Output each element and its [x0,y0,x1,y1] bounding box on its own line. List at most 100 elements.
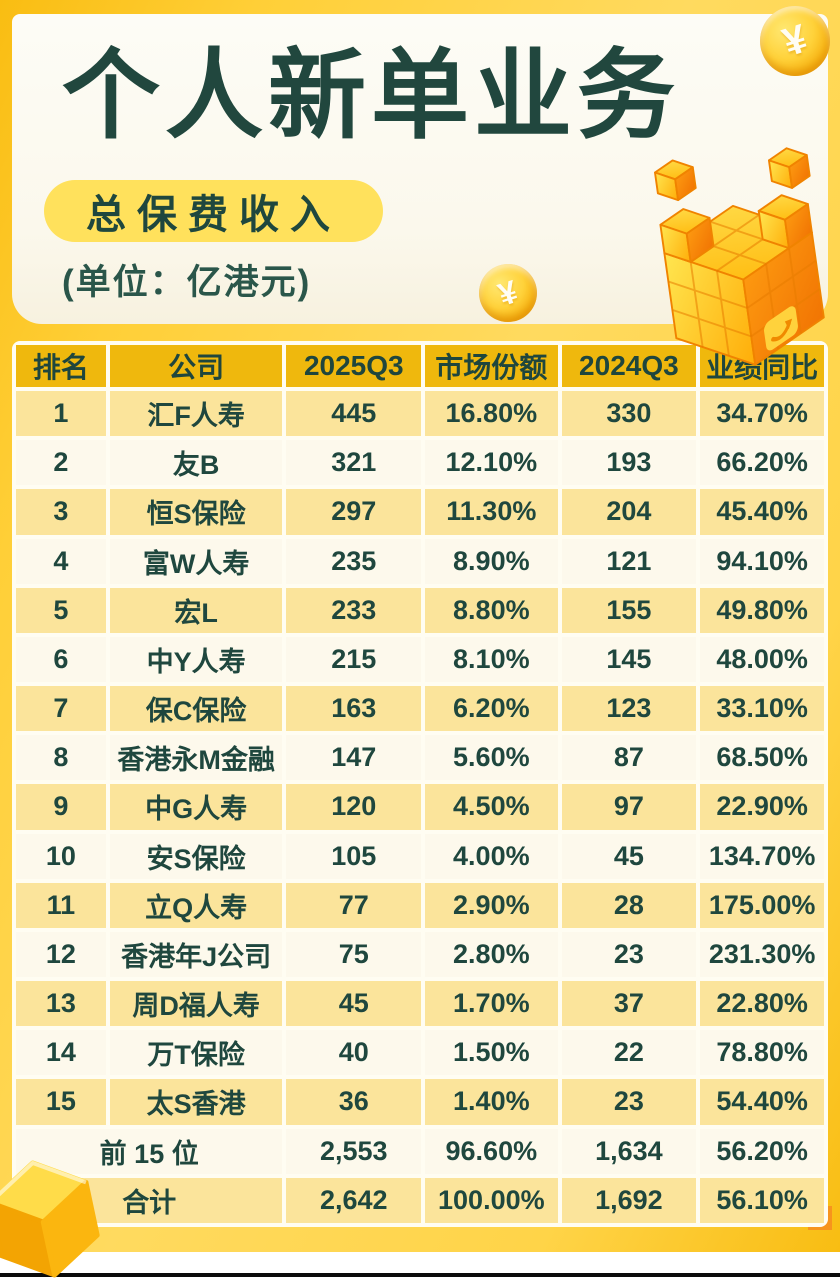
table-cell: 7 [16,686,106,732]
summary-row: 合计 2,642 100.00% 1,692 56.10% [16,1177,824,1223]
table-cell: 204 [561,489,697,535]
summary-row: 前 15 位 2,553 96.60% 1,634 56.20% [16,1128,824,1174]
table-cell: 100.00% [425,1177,558,1223]
table-cell: 45.40% [700,489,824,535]
table-cell: 56.10% [700,1177,824,1223]
table-cell: 175.00% [700,882,824,928]
table-cell: 汇F人寿 [109,391,283,437]
column-header-share: 市场份额 [425,345,558,387]
subtitle-badge-label: 总保费收入 [86,193,341,237]
table-cell: 2.90% [425,882,558,928]
table-row: 5 宏L 233 8.80% 155 49.80% [16,587,824,633]
table-row: 4 富W人寿 235 8.90% 121 94.10% [16,538,824,584]
table-cell: 1,692 [561,1177,697,1223]
table-cell: 4.00% [425,833,558,879]
table-row: 10 安S保险 105 4.00% 45 134.70% [16,833,824,879]
table-cell: 1.40% [425,1079,558,1125]
table-cell: 10 [16,833,106,879]
table-cell: 安S保险 [109,833,283,879]
table-cell: 22.90% [700,784,824,830]
table-cell: 66.20% [700,440,824,486]
yen-symbol: ¥ [493,272,522,313]
table-cell: 48.00% [700,636,824,683]
table-row: 13 周D福人寿 45 1.70% 37 22.80% [16,981,824,1027]
table-cell: 22.80% [700,981,824,1027]
table-cell: 中G人寿 [109,784,283,830]
table-cell: 中Y人寿 [109,636,283,683]
table-cell: 78.80% [700,1030,824,1076]
table-cell: 36 [286,1079,422,1125]
table-cell: 1,634 [561,1128,697,1174]
table-cell: 33.10% [700,686,824,732]
table-row: 12 香港年J公司 75 2.80% 23 231.30% [16,931,824,978]
table-cell: 友B [109,440,283,486]
table-cell: 120 [286,784,422,830]
table-cell: 163 [286,686,422,732]
table-cell: 94.10% [700,538,824,584]
premium-table: 排名 公司 2025Q3 市场份额 2024Q3 业绩同比 1 汇F人寿 445 16… [12,341,828,1227]
table-cell: 233 [286,587,422,633]
table-cell: 145 [561,636,697,683]
table-cell: 1 [16,391,106,437]
table-cell: 2,553 [286,1128,422,1174]
table-cell: 8 [16,735,106,781]
table-cell: 1.50% [425,1030,558,1076]
table-row: 14 万T保险 40 1.50% 22 78.80% [16,1030,824,1076]
table-row: 3 恒S保险 297 11.30% 204 45.40% [16,489,824,535]
table-row: 9 中G人寿 120 4.50% 97 22.90% [16,784,824,830]
table-cell: 68.50% [700,735,824,781]
table-cell: 75 [286,931,422,978]
table-cell: 105 [286,833,422,879]
table-cell: 155 [561,587,697,633]
table-row: 1 汇F人寿 445 16.80% 330 34.70% [16,391,824,437]
table-cell: 6.20% [425,686,558,732]
table-cell: 保C保险 [109,686,283,732]
table-cell: 215 [286,636,422,683]
table-cell: 40 [286,1030,422,1076]
table-row: 7 保C保险 163 6.20% 123 33.10% [16,686,824,732]
table-cell: 87 [561,735,697,781]
table-cell: 2,642 [286,1177,422,1223]
table-cell: 4 [16,538,106,584]
page-title: 个人新单业务 [62,40,681,150]
table-cell: 万T保险 [109,1030,283,1076]
table-cell: 8.10% [425,636,558,683]
cube-cluster-icon [654,147,825,366]
table-cell: 宏L [109,587,283,633]
table-cell: 14 [16,1030,106,1076]
column-header-company: 公司 [109,345,283,387]
table-cell: 11.30% [425,489,558,535]
table-cell: 96.60% [425,1128,558,1174]
table-cell: 12.10% [425,440,558,486]
table-cell: 3 [16,489,106,535]
table-row: 8 香港永M金融 147 5.60% 87 68.50% [16,735,824,781]
table-cell: 13 [16,981,106,1027]
unit-label: (单位：亿港元) [62,263,312,302]
table-cell: 235 [286,538,422,584]
table-cell: 49.80% [700,587,824,633]
table-cell: 45 [561,833,697,879]
table-cell: 193 [561,440,697,486]
table-cell: 5.60% [425,735,558,781]
table-row: 6 中Y人寿 215 8.10% 145 48.00% [16,636,824,683]
table-cell: 34.70% [700,391,824,437]
table-cell: 23 [561,1079,697,1125]
table-cell: 9 [16,784,106,830]
table-cell: 56.20% [700,1128,824,1174]
table-cell: 12 [16,931,106,978]
table-cell: 香港永M金融 [109,735,283,781]
premium-table-body: 1 汇F人寿 445 16.80% 330 34.70% 2 友B 321 12.10% 193 66… [16,391,824,1223]
table-cell: 123 [561,686,697,732]
summary-label: 前 15 位 [16,1128,283,1174]
table-row: 11 立Q人寿 77 2.90% 28 175.00% [16,882,824,928]
table-cell: 15 [16,1079,106,1125]
table-cell: 445 [286,391,422,437]
subtitle-badge: 总保费收入 [44,180,383,242]
column-header-2025q3: 2025Q3 [286,345,422,387]
table-cell: 231.30% [700,931,824,978]
column-header-2024q3: 2024Q3 [561,345,697,387]
table-cell: 香港年J公司 [109,931,283,978]
table-cell: 8.80% [425,587,558,633]
yen-symbol: ¥ [777,16,813,65]
